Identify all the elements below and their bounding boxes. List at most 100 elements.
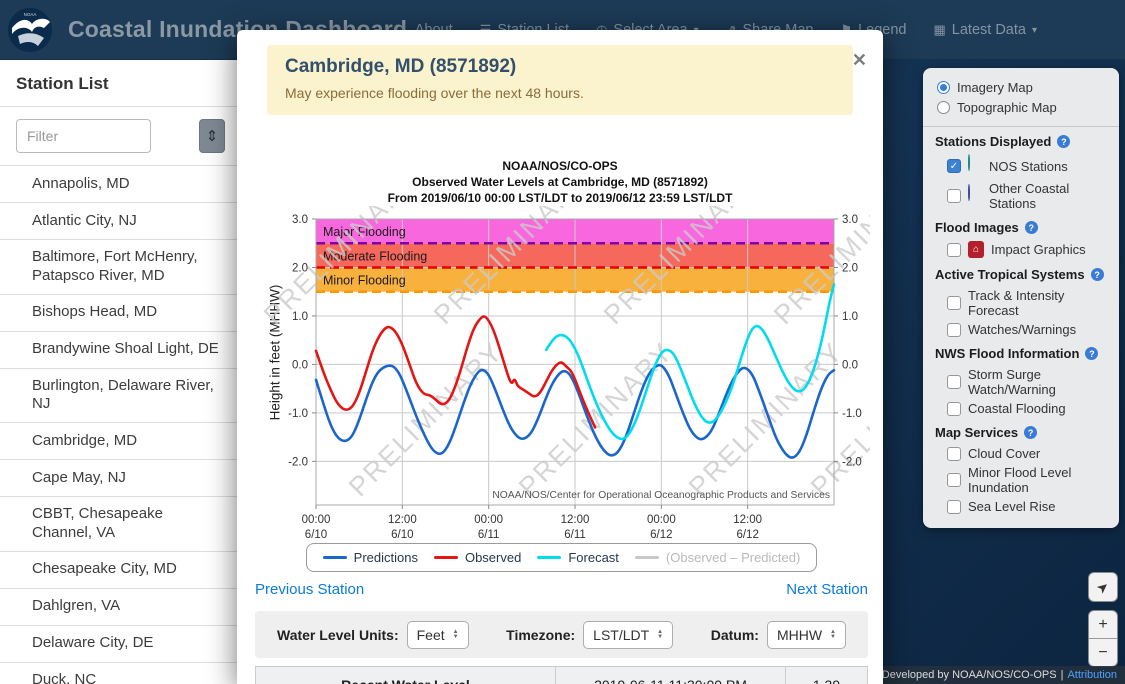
station-modal: Cambridge, MD (8571892) May experience f…	[237, 30, 883, 684]
select-arrows-icon: ▲ ▼	[657, 628, 664, 640]
sort-icon: ⇕	[205, 128, 219, 145]
layer-toggle-minor-flood-level-inundation[interactable]: Minor Flood Level Inundation	[935, 463, 1107, 497]
radio-icon	[937, 101, 950, 114]
station-list-item-brandywine-shoal-light-de[interactable]: Brandywine Shoal Light, DE	[0, 332, 237, 369]
legend-item-observed-predicted: (Observed – Predicted)	[634, 550, 800, 565]
station-list-item-cbbt-chesapeake-channel-va[interactable]: CBBT, Chesapeake Channel, VA	[0, 497, 237, 552]
svg-text:-2.0: -2.0	[842, 456, 862, 468]
svg-text:6/10: 6/10	[391, 529, 413, 540]
zoom-in-button[interactable]: +	[1089, 611, 1117, 639]
recent-row-time: 2019-06-11 11:30:00 PM	[556, 667, 786, 684]
layer-toggle-sea-level-rise[interactable]: Sea Level Rise	[935, 497, 1107, 516]
svg-text:2.0: 2.0	[842, 262, 858, 274]
base-layer-topographic-map[interactable]: Topographic Map	[935, 98, 1107, 118]
svg-text:-1.0: -1.0	[842, 408, 862, 420]
units-label: Water Level Units:	[277, 626, 399, 643]
svg-text:0.0: 0.0	[842, 359, 858, 371]
coastal-pin-icon	[968, 184, 982, 207]
nos-pin-icon	[968, 154, 982, 177]
timezone-select[interactable]: LST/LDT ▲ ▼	[583, 620, 674, 649]
station-list-item-cambridge-md[interactable]: Cambridge, MD	[0, 423, 237, 460]
checkbox-icon	[947, 322, 961, 337]
zoom-out-button[interactable]: −	[1098, 644, 1108, 661]
checkbox-icon	[947, 242, 961, 257]
station-list-item-baltimore-fort-mchenry-patapsco-river-md[interactable]: Baltimore, Fort McHenry, Patapsco River,…	[0, 240, 237, 295]
base-layer-imagery-map[interactable]: Imagery Map	[935, 78, 1107, 98]
nav-item-latest-data[interactable]: ▦ Latest Data ▾	[933, 22, 1038, 38]
svg-text:3.0: 3.0	[842, 214, 858, 226]
chart-title-line2: Observed Water Levels at Cambridge, MD (…	[412, 175, 708, 189]
station-list: Annapolis, MD Atlantic City, NJ Baltimore,…	[0, 166, 237, 684]
svg-text:Minor Flooding: Minor Flooding	[323, 274, 406, 288]
station-pin-icon	[0, 667, 13, 684]
map-zoom-control: + −	[1088, 610, 1118, 667]
layer-toggle-coastal-flooding[interactable]: Coastal Flooding	[935, 399, 1107, 418]
layer-toggle-cloud-cover[interactable]: Cloud Cover	[935, 444, 1107, 463]
share-icon: ⇗	[726, 22, 737, 38]
legend-icon: ⚑	[840, 22, 852, 38]
select-arrows-icon: ▲ ▼	[452, 628, 459, 640]
sort-button[interactable]: ⇕	[199, 119, 225, 153]
recent-row-label: Recent Water Level	[256, 667, 556, 684]
station-nav-row: Previous Station Next Station	[255, 581, 868, 598]
checkbox-icon	[947, 499, 961, 514]
station-list-item-duck-nc[interactable]: Duck, NC	[0, 663, 237, 684]
locate-button[interactable]: ➤	[1088, 572, 1118, 602]
station-list-item-bishops-head-md[interactable]: Bishops Head, MD	[0, 295, 237, 332]
units-select[interactable]: Feet ▲ ▼	[406, 620, 469, 649]
panel-section-stations-displayed: Stations Displayed?	[935, 134, 1107, 149]
chevron-down-icon: ▾	[1031, 24, 1037, 36]
datum-label: Datum:	[710, 626, 759, 643]
svg-text:12:00: 12:00	[733, 514, 762, 526]
svg-text:00:00: 00:00	[474, 514, 503, 526]
legend-swatch	[433, 556, 458, 559]
station-title: Cambridge, MD (8571892)	[285, 56, 517, 77]
layer-toggle-storm-surge-watch-warning[interactable]: Storm Surge Watch/Warning	[935, 365, 1107, 399]
help-icon[interactable]: ?	[1085, 347, 1099, 360]
layer-toggle-track-intensity-forecast[interactable]: Track & Intensity Forecast	[935, 286, 1107, 320]
list-icon: ☰	[480, 22, 492, 38]
close-icon[interactable]: ✕	[851, 50, 867, 70]
previous-station-link[interactable]: Previous Station	[255, 581, 365, 598]
developed-by-text: Developed by NOAA/NOS/CO-OPS	[881, 669, 1057, 681]
station-list-item-burlington-delaware-river-nj[interactable]: Burlington, Delaware River, NJ	[0, 369, 237, 423]
svg-text:1.0: 1.0	[292, 311, 308, 323]
station-list-item-dahlgren-va[interactable]: Dahlgren, VA	[0, 589, 237, 626]
layer-toggle-watches-warnings[interactable]: Watches/Warnings	[935, 320, 1107, 339]
station-list-item-cape-may-nj[interactable]: Cape May, NJ	[0, 460, 237, 497]
panel-section-nws-flood-information: NWS Flood Information?	[935, 346, 1107, 361]
svg-text:00:00: 00:00	[647, 514, 676, 526]
svg-text:Major Flooding: Major Flooding	[323, 225, 406, 239]
help-icon[interactable]: ?	[1024, 426, 1038, 439]
svg-text:1.0: 1.0	[842, 311, 858, 323]
attribution-link[interactable]: Attribution	[1067, 669, 1117, 681]
station-filter-input[interactable]	[16, 119, 151, 153]
svg-text:0.0: 0.0	[292, 359, 308, 371]
svg-text:6/12: 6/12	[650, 529, 672, 540]
chart-title-line1: NOAA/NOS/CO-OPS	[502, 159, 618, 173]
station-list-item-annapolis-md[interactable]: Annapolis, MD	[0, 166, 237, 203]
svg-text:-1.0: -1.0	[288, 408, 308, 420]
layer-toggle-nos-stations[interactable]: ✓ NOS Stations	[935, 153, 1107, 179]
help-icon[interactable]: ?	[1057, 135, 1071, 148]
help-icon[interactable]: ?	[1024, 221, 1038, 234]
station-list-item-delaware-city-de[interactable]: Delaware City, DE	[0, 626, 237, 663]
recent-water-level-table: Recent Water Level 2019-06-11 11:30:00 P…	[255, 666, 868, 684]
datum-select[interactable]: MHHW ▲ ▼	[766, 620, 846, 649]
help-icon[interactable]: ?	[1090, 268, 1104, 281]
svg-text:12:00: 12:00	[388, 514, 417, 526]
noaa-logo-icon: NOAA	[8, 7, 52, 52]
legend-swatch	[634, 556, 659, 559]
panel-section-map-services: Map Services?	[935, 425, 1107, 440]
svg-text:3.0: 3.0	[292, 214, 308, 226]
svg-text:Moderate Flooding: Moderate Flooding	[323, 249, 427, 263]
station-pin-icon	[0, 299, 13, 323]
layer-toggle-other-coastal-stations[interactable]: Other Coastal Stations	[935, 179, 1107, 213]
station-list-item-atlantic-city-nj[interactable]: Atlantic City, NJ	[0, 203, 237, 240]
station-list-item-chesapeake-city-md[interactable]: Chesapeake City, MD	[0, 552, 237, 589]
radio-icon	[937, 81, 950, 94]
layer-toggle-impact-graphics[interactable]: ⌂ Impact Graphics	[935, 239, 1107, 260]
next-station-link[interactable]: Next Station	[786, 581, 868, 598]
station-pin-icon	[0, 464, 13, 488]
